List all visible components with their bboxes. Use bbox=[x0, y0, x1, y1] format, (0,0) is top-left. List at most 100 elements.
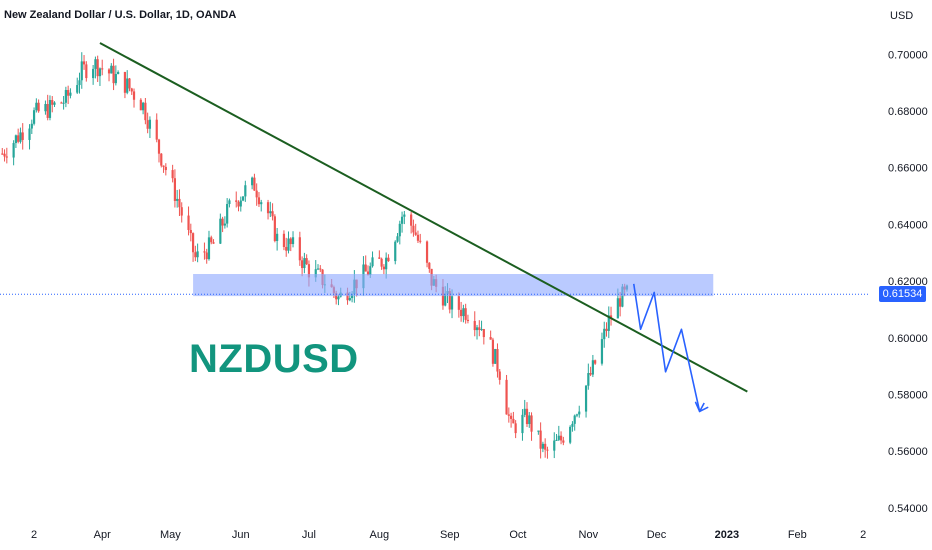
candle bbox=[62, 96, 65, 110]
candle bbox=[253, 173, 256, 191]
price-axis-currency: USD bbox=[890, 10, 914, 22]
price-tick-label: 0.62000 bbox=[888, 276, 928, 288]
candle bbox=[525, 402, 529, 427]
candle bbox=[80, 52, 83, 89]
candle bbox=[512, 411, 515, 424]
candle bbox=[194, 245, 197, 262]
candle bbox=[176, 189, 179, 208]
candle bbox=[573, 414, 576, 431]
ticker-annotation[interactable]: NZDUSD bbox=[189, 337, 359, 381]
candle bbox=[51, 96, 54, 113]
candle bbox=[555, 433, 558, 441]
candle bbox=[173, 169, 177, 208]
candle bbox=[569, 425, 572, 445]
candle bbox=[289, 237, 292, 252]
candle bbox=[144, 97, 147, 125]
candle bbox=[473, 311, 476, 337]
candle bbox=[396, 233, 399, 243]
candle bbox=[146, 112, 149, 134]
candle bbox=[210, 235, 213, 245]
candle bbox=[226, 198, 229, 228]
candle bbox=[53, 101, 56, 108]
candle bbox=[237, 200, 240, 212]
candle bbox=[562, 436, 565, 446]
candle bbox=[273, 214, 276, 243]
candle bbox=[496, 343, 499, 378]
candle bbox=[85, 61, 88, 82]
candle bbox=[37, 99, 40, 113]
candle bbox=[539, 422, 542, 459]
candle bbox=[494, 348, 497, 365]
candle bbox=[528, 412, 531, 428]
candle bbox=[139, 98, 142, 111]
candle bbox=[600, 332, 604, 366]
chart-title: New Zealand Dollar / U.S. Dollar, 1D, OA… bbox=[4, 9, 237, 21]
candle bbox=[412, 219, 415, 237]
time-tick-label: 2023 bbox=[715, 529, 739, 541]
candle bbox=[523, 399, 526, 418]
candle bbox=[589, 366, 592, 377]
candle bbox=[387, 254, 390, 262]
candle bbox=[414, 223, 417, 236]
candle bbox=[112, 58, 115, 91]
candle bbox=[228, 198, 231, 208]
candle bbox=[287, 231, 290, 254]
time-tick-label: 2 bbox=[31, 529, 37, 541]
price-tick-label: 0.60000 bbox=[888, 333, 928, 345]
candle bbox=[160, 153, 163, 168]
time-tick-label: Sep bbox=[440, 529, 460, 541]
candle bbox=[132, 88, 136, 108]
candle bbox=[400, 211, 404, 233]
candle bbox=[403, 210, 406, 225]
price-tick-label: 0.70000 bbox=[888, 49, 928, 61]
candle bbox=[107, 68, 111, 82]
candle bbox=[416, 230, 420, 244]
candle bbox=[30, 119, 33, 134]
candle bbox=[380, 257, 383, 270]
time-tick-label: 2 bbox=[860, 529, 866, 541]
candle bbox=[82, 55, 86, 70]
candle bbox=[605, 322, 608, 337]
candle bbox=[32, 107, 36, 126]
candle bbox=[19, 127, 22, 144]
candle bbox=[546, 446, 549, 459]
candle bbox=[241, 196, 245, 202]
candle bbox=[428, 262, 431, 273]
projection-path[interactable] bbox=[632, 283, 705, 413]
candle bbox=[364, 255, 367, 272]
candle bbox=[21, 123, 24, 150]
candle bbox=[60, 101, 63, 104]
candle bbox=[14, 134, 18, 148]
candle bbox=[505, 374, 508, 415]
candle bbox=[244, 180, 247, 202]
candle bbox=[255, 183, 258, 206]
candle bbox=[541, 441, 544, 453]
time-tick-label: Feb bbox=[788, 529, 807, 541]
candle bbox=[28, 124, 31, 150]
trendline[interactable] bbox=[99, 42, 748, 393]
candle bbox=[78, 72, 81, 94]
candle bbox=[1, 147, 4, 155]
candle bbox=[178, 189, 181, 217]
candle bbox=[578, 405, 581, 418]
candle bbox=[382, 264, 385, 275]
candle bbox=[142, 101, 145, 115]
candle bbox=[521, 409, 524, 441]
candle bbox=[410, 212, 413, 234]
candle bbox=[155, 113, 158, 143]
candle bbox=[110, 63, 113, 74]
resistance-zone[interactable] bbox=[193, 274, 714, 297]
candle bbox=[76, 77, 79, 94]
candle bbox=[148, 116, 152, 138]
candle bbox=[482, 328, 485, 345]
candle bbox=[117, 70, 120, 75]
price-axis[interactable]: 0.70000 0.68000 0.66000 0.64000 0.62000 0.600… bbox=[888, 49, 928, 514]
price-tick-label: 0.56000 bbox=[888, 446, 928, 458]
time-axis[interactable]: 2 Apr May Jun Jul Aug Sep Oct Nov Dec 2023 Feb 2 bbox=[31, 529, 866, 541]
candle bbox=[171, 164, 174, 183]
candle bbox=[425, 240, 429, 268]
candle bbox=[46, 94, 49, 121]
candle bbox=[475, 324, 479, 340]
candle bbox=[164, 163, 167, 176]
